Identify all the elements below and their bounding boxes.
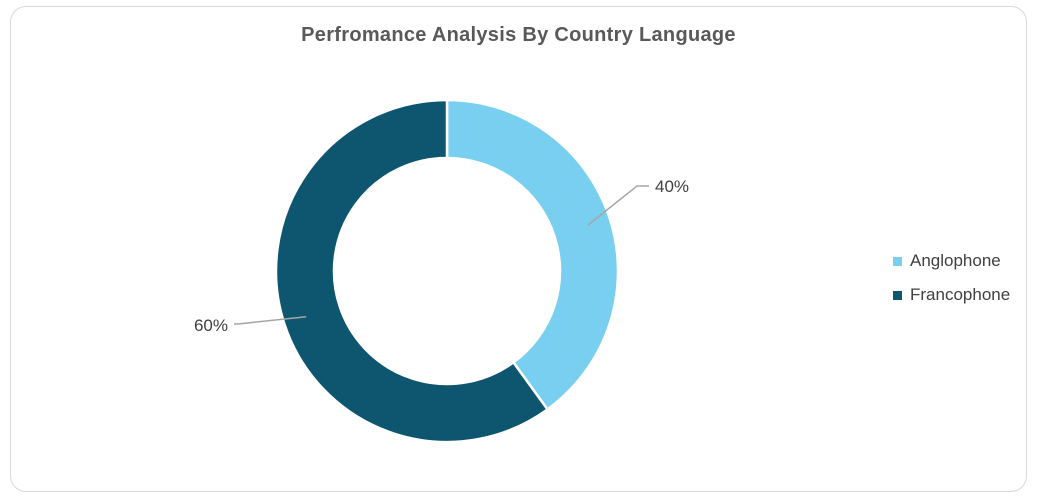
legend-item-francophone[interactable]: Francophone <box>893 278 1010 312</box>
leader-line-anglophone <box>587 185 649 226</box>
legend-swatch-anglophone <box>893 256 902 266</box>
legend-label-anglophone: Anglophone <box>910 251 1001 270</box>
legend-label-francophone: Francophone <box>910 285 1011 304</box>
data-label-anglophone: 40% <box>655 177 689 196</box>
legend-swatch-francophone <box>893 290 902 300</box>
chart-title: Perfromance Analysis By Country Language <box>301 24 736 46</box>
leader-line-francophone <box>234 315 307 325</box>
legend-item-anglophone[interactable]: Anglophone <box>893 244 1010 278</box>
data-label-francophone: 60% <box>194 316 228 335</box>
donut-slice-anglophone[interactable] <box>445 98 620 412</box>
donut-slice-francophone[interactable] <box>274 98 550 444</box>
legend: Anglophone Francophone <box>893 244 1010 312</box>
